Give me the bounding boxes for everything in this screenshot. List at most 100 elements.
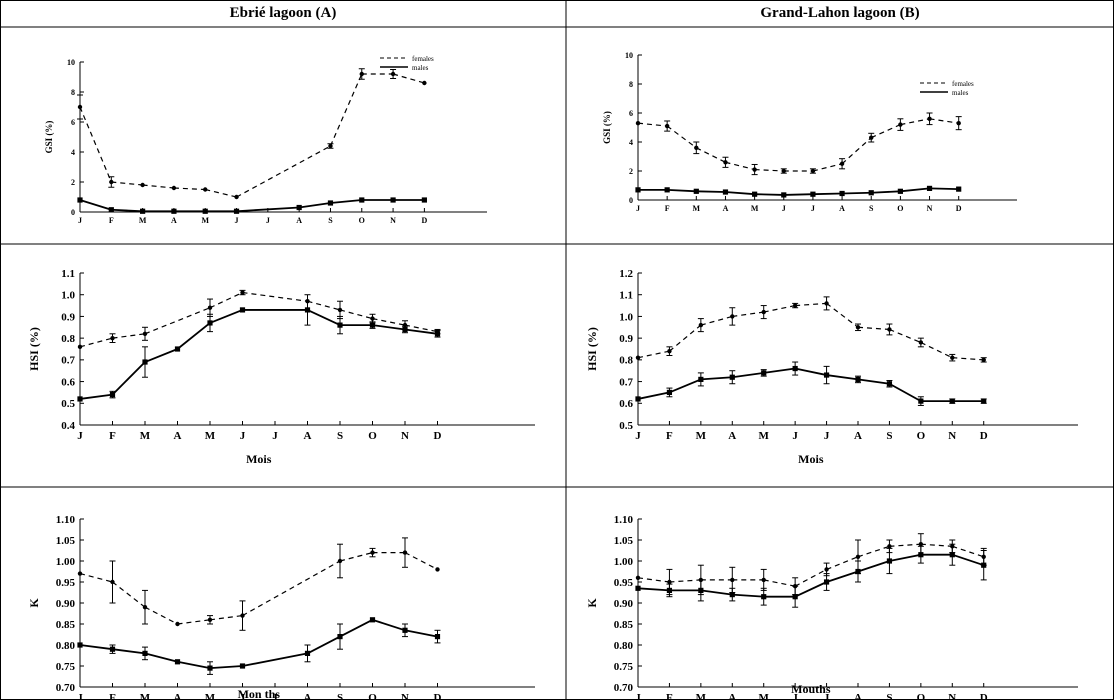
point-females: [898, 122, 903, 127]
x-tick-label: D: [421, 216, 427, 225]
x-tick-label: A: [728, 692, 736, 700]
point-females: [723, 160, 728, 165]
y-tick-label: 0.90: [614, 598, 634, 610]
point-males: [926, 185, 933, 191]
series-line-males: [826, 374, 859, 381]
y-tick-label: 0.95: [56, 577, 76, 589]
x-tick-label: J: [636, 204, 640, 213]
y-tick-label: 0.75: [56, 661, 76, 673]
point-males: [108, 207, 114, 213]
series-line-males: [176, 322, 211, 350]
y-tick-label: 0.6: [619, 398, 633, 410]
point-females: [927, 116, 932, 122]
point-females: [110, 579, 115, 585]
y-axis-label: K: [27, 598, 41, 608]
y-tick-label: 1.0: [619, 311, 633, 323]
point-males: [327, 200, 334, 206]
series-line-females: [870, 124, 901, 139]
point-females: [761, 309, 766, 315]
x-tick-label: N: [948, 692, 956, 700]
point-females: [142, 605, 148, 610]
point-females: [781, 168, 786, 174]
series-line-females: [920, 543, 953, 547]
x-tick-label: J: [266, 216, 270, 225]
x-tick-label: N: [948, 430, 956, 442]
point-males: [142, 359, 148, 365]
chart-HSI-B: 0.5 0.6 0.7 0.8 0.9 1.0 1.1 1.2 J F M A M J J A S O N D HSI …: [585, 268, 1078, 466]
x-tick-label: J: [782, 204, 786, 213]
x-tick-label: N: [401, 430, 409, 442]
point-males: [434, 634, 441, 640]
point-males: [698, 587, 704, 593]
series-line-males: [929, 187, 959, 191]
series-line-males: [857, 560, 890, 573]
point-females: [981, 357, 986, 363]
y-tick-label: 0: [71, 208, 75, 217]
x-tick-label: M: [759, 430, 770, 442]
series-line-females: [112, 333, 146, 339]
series-line-females: [700, 315, 733, 326]
series-line-females: [920, 341, 953, 359]
series-line-females: [826, 556, 859, 570]
x-tick-label: J: [824, 430, 830, 442]
point-males: [666, 389, 673, 396]
point-males: [109, 646, 116, 652]
series-line-females: [826, 302, 859, 328]
point-males: [304, 650, 311, 656]
point-males: [781, 192, 787, 198]
point-males: [886, 558, 893, 564]
point-females: [328, 143, 333, 149]
x-tick-label: N: [401, 692, 409, 700]
x-tick-label: A: [723, 204, 729, 213]
series-line-females: [857, 545, 890, 558]
series-line-females: [236, 145, 331, 198]
point-males: [761, 370, 767, 376]
legend-label: females: [412, 55, 434, 63]
point-females: [956, 120, 961, 126]
point-females: [240, 613, 245, 618]
series-line-males: [667, 188, 697, 193]
point-males: [369, 322, 376, 328]
series-line-males: [889, 553, 922, 562]
point-males: [402, 627, 408, 633]
y-tick-label: 0.8: [619, 355, 633, 367]
series-line-males: [307, 309, 341, 326]
x-tick-label: N: [927, 204, 933, 213]
series-line-females: [144, 606, 178, 625]
series-line-males: [700, 589, 733, 596]
x-tick-label: J: [792, 692, 798, 700]
point-females: [824, 301, 829, 306]
point-males: [77, 396, 83, 402]
x-tick-label: J: [77, 430, 83, 442]
series-line-females: [637, 350, 670, 359]
point-males: [752, 191, 758, 197]
point-males: [296, 204, 302, 211]
x-tick-label: J: [811, 204, 815, 213]
point-females: [730, 577, 735, 583]
series-line-females: [209, 615, 243, 621]
series-line-females: [794, 568, 827, 587]
point-females: [792, 303, 798, 308]
series-line-females: [339, 309, 373, 320]
series-line-males: [144, 348, 178, 363]
point-males: [722, 189, 729, 195]
point-males: [239, 307, 246, 313]
point-females: [370, 316, 375, 321]
y-tick-label: 1.1: [619, 290, 633, 302]
point-males: [918, 398, 924, 404]
y-tick-label: 0.7: [619, 376, 633, 388]
x-tick-label: O: [368, 692, 377, 700]
x-tick-label: S: [886, 430, 892, 442]
series-line-females: [696, 147, 726, 163]
x-tick-label: F: [109, 430, 116, 442]
x-tick-label: A: [171, 216, 177, 225]
y-axis-label: GSI (%): [602, 111, 612, 144]
point-males: [174, 346, 181, 352]
point-males: [207, 320, 213, 326]
series-line-males: [669, 378, 702, 394]
series-line-males: [732, 593, 764, 598]
series-line-males: [763, 367, 796, 374]
series-line-females: [929, 118, 959, 124]
x-tick-label: J: [78, 216, 82, 225]
point-females: [918, 340, 924, 345]
